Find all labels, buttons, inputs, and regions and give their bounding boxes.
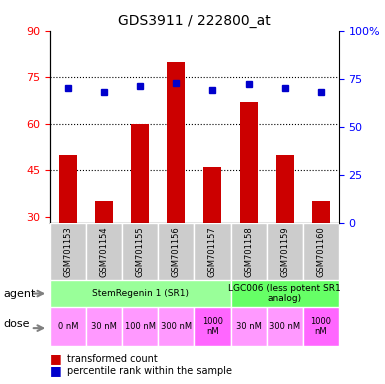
Text: agent: agent [4,289,36,299]
Bar [158,223,194,280]
Bar [50,280,231,307]
Text: GSM701157: GSM701157 [208,226,217,277]
Text: transformed count: transformed count [67,354,158,364]
Text: GSM701160: GSM701160 [316,226,325,277]
Text: GSM701158: GSM701158 [244,226,253,277]
Text: GSM701155: GSM701155 [136,226,145,277]
Bar [86,307,122,346]
Text: 0 nM: 0 nM [58,322,78,331]
Text: GSM701159: GSM701159 [280,226,289,277]
Bar [239,102,258,223]
Bar [231,307,266,346]
Bar [203,167,221,223]
Text: 30 nM: 30 nM [91,322,117,331]
Text: 1000
nM: 1000 nM [202,317,223,336]
Text: StemRegenin 1 (SR1): StemRegenin 1 (SR1) [92,289,189,298]
Text: 300 nM: 300 nM [269,322,300,331]
Text: GSM701154: GSM701154 [100,226,109,277]
Text: dose: dose [4,319,30,329]
Bar [95,201,113,223]
Bar [231,280,339,307]
Bar [194,307,231,346]
Bar [266,307,303,346]
Text: ■: ■ [50,353,62,366]
Bar [276,155,294,223]
Bar [231,223,266,280]
Text: percentile rank within the sample: percentile rank within the sample [67,366,233,376]
Title: GDS3911 / 222800_at: GDS3911 / 222800_at [118,14,271,28]
Text: 300 nM: 300 nM [161,322,192,331]
Text: LGC006 (less potent SR1
analog): LGC006 (less potent SR1 analog) [228,284,341,303]
Text: GSM701156: GSM701156 [172,226,181,277]
Bar [50,223,86,280]
Bar [122,223,158,280]
Text: GSM701153: GSM701153 [64,226,73,277]
Bar [122,307,158,346]
Bar [194,223,231,280]
Bar [158,307,194,346]
Text: ■: ■ [50,364,62,377]
Bar [266,223,303,280]
Text: 1000
nM: 1000 nM [310,317,331,336]
Bar [50,307,86,346]
Bar [59,155,77,223]
Bar [131,124,149,223]
Text: 30 nM: 30 nM [236,322,261,331]
Text: 100 nM: 100 nM [125,322,156,331]
Bar [303,307,339,346]
Bar [167,62,186,223]
Bar [312,201,330,223]
Bar [86,223,122,280]
Bar [303,223,339,280]
